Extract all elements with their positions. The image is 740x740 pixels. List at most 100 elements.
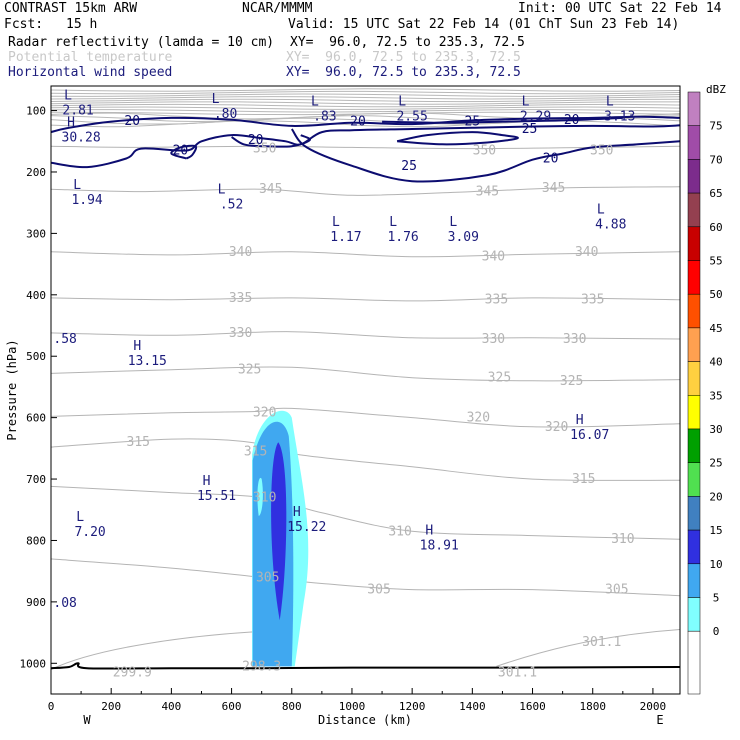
field-xy-theta: XY= 96.0, 72.5 to 235.3, 72.5 (286, 50, 521, 65)
extremum-value: .80 (214, 107, 237, 122)
colorbar-swatch (687, 125, 701, 160)
theta-label: 315 (572, 472, 595, 487)
theta-contour-340 (51, 251, 680, 258)
theta-label: 310 (388, 524, 411, 539)
colorbar-swatch (687, 260, 701, 295)
colorbar-swatch (687, 91, 701, 126)
x-axis-west-label: W (83, 713, 91, 727)
y-tick-label: 700 (26, 473, 46, 486)
extremum-value: 3.09 (448, 230, 479, 245)
y-tick-label: 100 (26, 105, 46, 118)
x-tick-label: 2000 (640, 700, 667, 713)
extremum-value: 2.29 (520, 110, 551, 125)
near-surface-theta-contour-east (496, 629, 680, 667)
theta-contour-320 (51, 407, 680, 428)
extremum-value: .83 (313, 110, 336, 125)
extremum-letter: H (576, 413, 584, 428)
x-axis-east-label: E (656, 713, 663, 727)
theta-label: 305 (367, 583, 390, 598)
reflectivity-gap (257, 477, 263, 516)
theta-label: 320 (253, 406, 276, 421)
extremum-letter: L (218, 182, 226, 197)
org-label: NCAR/MMMM (242, 1, 313, 16)
theta-label: 350 (590, 143, 613, 158)
colorbar-label: 30 (709, 423, 722, 436)
wind-contour-25-envelope (290, 128, 680, 183)
theta-contour-330 (51, 331, 680, 340)
theta-contour-305 (51, 558, 680, 597)
reflectivity-fill (252, 410, 309, 667)
wind-contour-labels: 20 20 20 20 25 20 25 25 20 (124, 113, 579, 174)
colorbar-swatch (687, 428, 701, 463)
extremum-letter: H (203, 474, 211, 489)
extremum-letter: L (332, 215, 340, 230)
theta-label: 330 (482, 332, 505, 347)
colorbar-label: 75 (709, 120, 722, 133)
stratosphere-theta-line (51, 96, 680, 100)
colorbar-label: 55 (709, 255, 722, 268)
theta-label: 330 (563, 332, 586, 347)
edge-value: .58 (53, 332, 76, 347)
extremum-letter: L (64, 89, 72, 104)
theta-label: 335 (485, 293, 508, 308)
extremum-value: 18.91 (420, 538, 459, 553)
colorbar-label: 65 (709, 187, 722, 200)
extremum-letter: H (293, 505, 301, 520)
wind-label: 20 (350, 115, 366, 130)
theta-contour-labels: 350 350 350 345 345 345 340 340 340 335 335 335 330 3… (113, 142, 635, 681)
plot-frame (50, 85, 681, 695)
extremum-value: 30.28 (62, 131, 101, 146)
theta-label: 305 (256, 570, 279, 585)
theta-label: 340 (575, 245, 598, 260)
colorbar-swatch (687, 395, 701, 430)
stratosphere-theta-line (51, 109, 680, 113)
theta-label: 310 (253, 490, 276, 505)
theta-contours (51, 145, 680, 670)
wind-contour-20-loop (170, 144, 198, 160)
extremum-letter: L (73, 178, 81, 193)
extremum-value: 7.20 (74, 525, 105, 540)
theta-label: 335 (229, 291, 252, 306)
y-axis-label: Pressure (hPa) (5, 339, 19, 440)
theta-label: 345 (476, 185, 499, 200)
y-tick-label: 600 (26, 412, 46, 425)
colorbar-swatch (687, 327, 701, 362)
y-tick-label: 200 (26, 166, 46, 179)
x-tick-label: 1200 (399, 700, 426, 713)
y-tick-label: 1000 (20, 657, 47, 670)
wind-label: 20 (173, 143, 189, 158)
theta-label: 301.1 (498, 666, 537, 681)
extremum-letter: H (425, 523, 433, 538)
field-xy-reflectivity: XY= 96.0, 72.5 to 235.3, 72.5 (290, 35, 525, 50)
colorbar-swatch (687, 496, 701, 531)
wind-label: 20 (248, 133, 264, 148)
extremum-letter: L (597, 203, 605, 218)
extremum-value: 16.07 (570, 428, 609, 443)
colorbar-label: 5 (713, 592, 720, 605)
theta-label: 299.9 (113, 666, 152, 681)
extremum-value: 2.55 (396, 110, 427, 125)
colorbar-swatch (687, 192, 701, 228)
theta-contour-310 (51, 485, 680, 540)
colorbar-label: 25 (709, 457, 722, 470)
theta-label: 340 (229, 245, 252, 260)
extremum-value: 13.15 (128, 354, 167, 369)
x-tick-label: 600 (222, 700, 242, 713)
x-axis-label: Distance (km) (318, 713, 412, 727)
theta-contour-335 (51, 297, 680, 302)
wind-contour-20-upper (51, 115, 680, 134)
extremum-letter: L (311, 95, 319, 110)
extremum-value: 3.13 (604, 110, 635, 125)
extremum-letter: L (76, 510, 84, 525)
wind-contour-25-core (396, 131, 519, 146)
y-tick-label: 300 (26, 227, 46, 240)
stratosphere-theta-line (51, 101, 680, 105)
theta-label: 335 (581, 293, 604, 308)
edge-value: .08 (53, 596, 76, 611)
x-tick-label: 400 (161, 700, 181, 713)
extremum-value: 15.51 (197, 489, 236, 504)
colorbar-swatch (687, 159, 701, 194)
extremum-letter: L (522, 95, 530, 110)
y-tick-label: 800 (26, 534, 46, 547)
